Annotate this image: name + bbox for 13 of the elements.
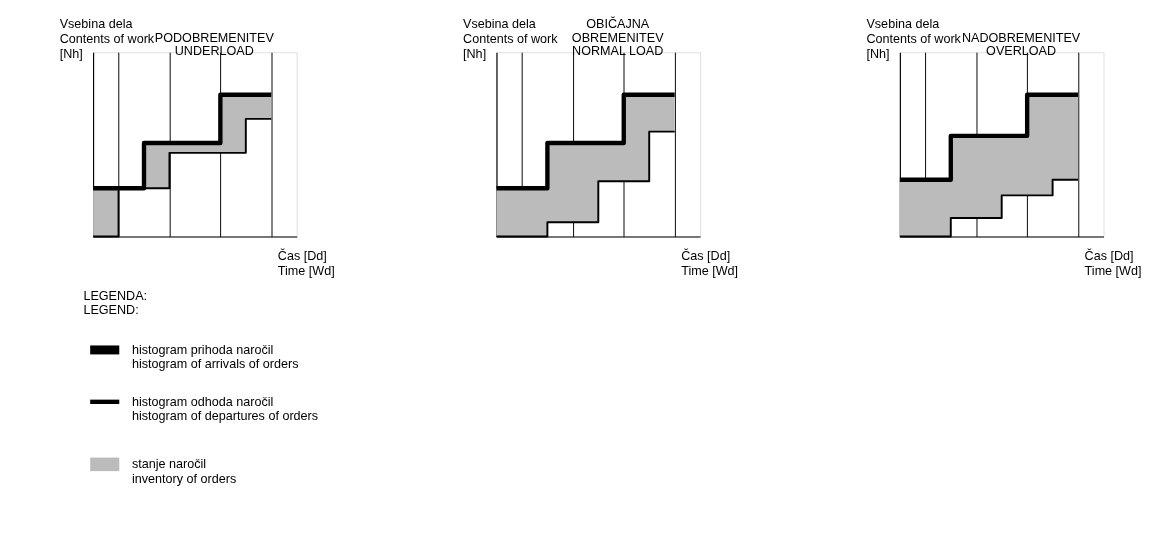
y-axis-title: Vsebina dela Contents of work [Nh]: [866, 17, 962, 61]
chart-title: NADOBREMENITEV OVERLOAD: [961, 30, 1081, 59]
chart-title: PODOBREMENITEV UNDERLOAD: [154, 30, 275, 59]
legend-label: histogram prihoda naročil histogram of arrivals of orders: [131, 342, 299, 372]
x-axis-title: Čas [Dd] Time [Wd]: [277, 248, 335, 278]
legend-label: stanje naročil inventory of orders: [131, 457, 237, 486]
y-axis-title: Vsebina dela Contents of work [Nh]: [59, 17, 155, 61]
legend-title: LEGENDA: LEGEND:: [83, 288, 148, 318]
y-axis-title: Vsebina dela Contents of work [Nh]: [463, 17, 559, 61]
legend-label: histogram odhoda naročil histogram of departures of orders: [131, 394, 319, 424]
x-axis-title: Čas [Dd] Time [Wd]: [1084, 248, 1142, 278]
x-axis-title: Čas [Dd] Time [Wd]: [681, 248, 739, 278]
chart-title: OBIČAJNA OBREMENITEV NORMAL LOAD: [571, 16, 665, 59]
